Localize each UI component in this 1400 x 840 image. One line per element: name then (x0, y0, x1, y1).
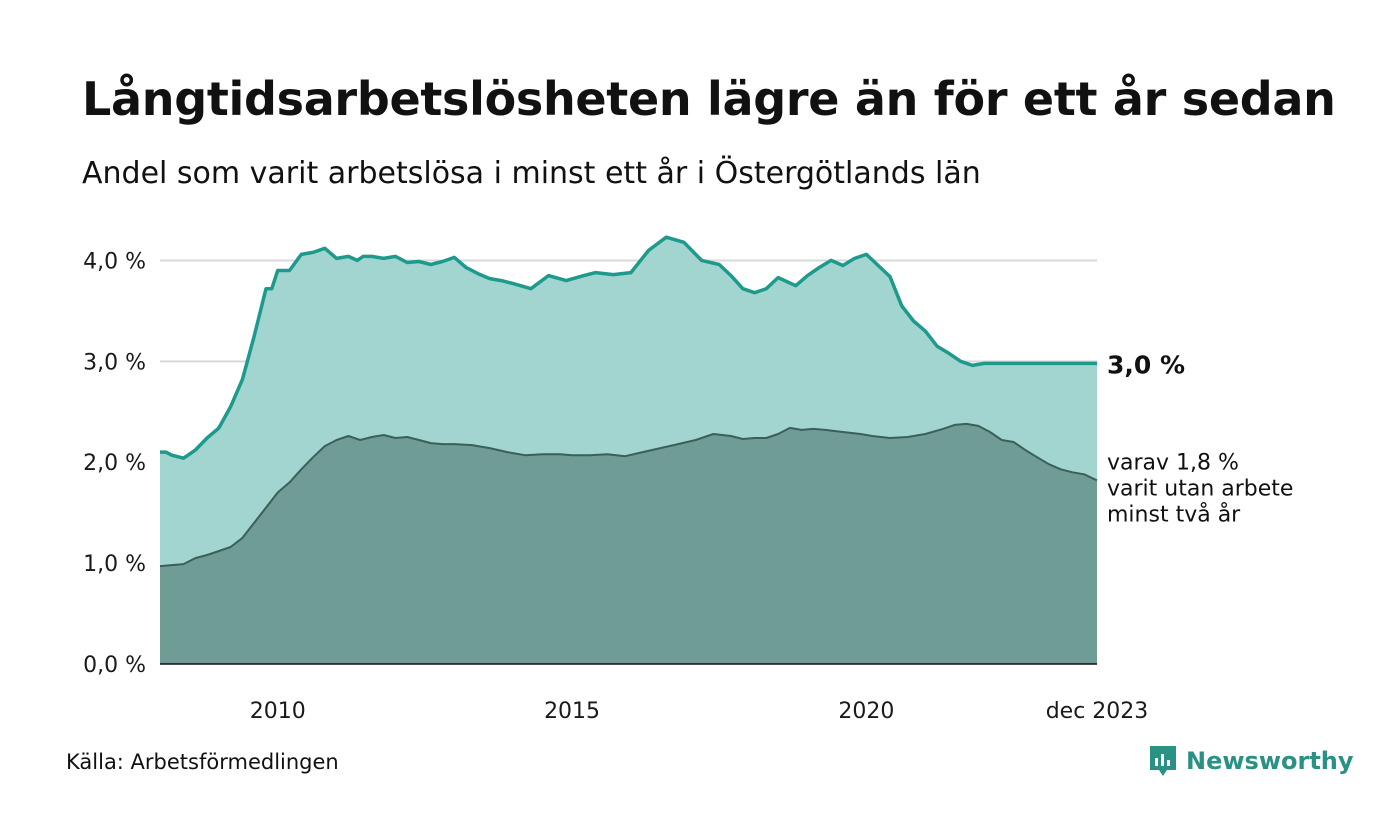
y-axis: 0,0 % 1,0 % 2,0 % 3,0 % 4,0 % (83, 249, 146, 678)
chart-subtitle: Andel som varit arbetslösa i minst ett å… (82, 156, 981, 191)
y-tick-label: 1,0 % (83, 552, 146, 577)
end-label-one-year: 3,0 % (1107, 350, 1185, 379)
source-note: Källa: Arbetsförmedlingen (66, 750, 339, 774)
x-tick-label: 2010 (250, 699, 306, 724)
brand-logo: Newsworthy (1148, 744, 1354, 778)
end-label-two-year-line1: varav 1,8 % (1107, 450, 1239, 475)
area-two-year (160, 423, 1097, 664)
y-tick-label: 4,0 % (83, 249, 146, 274)
area-chart: 0,0 % 1,0 % 2,0 % 3,0 % 4,0 % 2010 2015 2020 de… (83, 235, 1293, 724)
line-one-year (160, 235, 1097, 460)
line-two-year (159, 422, 1098, 568)
x-axis: 2010 2015 2020 dec 2023 (250, 699, 1149, 724)
x-tick-label: 2015 (544, 699, 600, 724)
x-tick-label: dec 2023 (1046, 699, 1149, 724)
end-label-two-year-line2: varit utan arbete (1107, 476, 1293, 501)
x-tick-label: 2020 (838, 699, 894, 724)
chart-title: Långtidsarbetslösheten lägre än för ett … (82, 72, 1336, 126)
newsworthy-logo-icon (1150, 746, 1176, 776)
y-tick-label: 3,0 % (83, 350, 146, 375)
y-tick-label: 0,0 % (83, 653, 146, 678)
end-label-two-year-line3: minst två år (1107, 501, 1241, 527)
y-tick-label: 2,0 % (83, 451, 146, 476)
brand-name: Newsworthy (1186, 747, 1354, 775)
